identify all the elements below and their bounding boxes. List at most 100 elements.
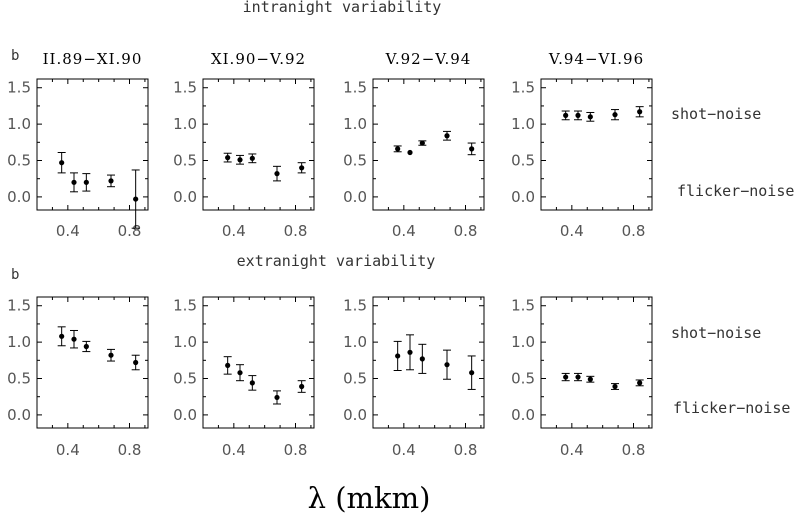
data-point	[637, 380, 643, 386]
y-tick-label: 0.0	[511, 406, 535, 424]
data-point	[637, 109, 643, 115]
y-tick-label: 1.5	[511, 79, 535, 97]
data-point	[395, 353, 401, 359]
x-tick-label: 0.4	[392, 222, 416, 240]
y-tick-label: 0.0	[343, 188, 367, 206]
data-point	[395, 146, 401, 152]
panel-frame	[372, 78, 485, 211]
panel-intranight-2: XI.90−V.92 0.0 0.5 1.0 1.5 0.4 0.8	[173, 50, 315, 240]
panel-intranight-4: V.94−VI.96 0.0 0.5 1.0 1.5 0.4 0.8	[511, 50, 653, 240]
row-label-extranight: b	[11, 267, 19, 283]
x-tick-label: 0.8	[118, 222, 142, 240]
row-title-extranight: extranight variability	[237, 252, 436, 270]
panel-frame	[540, 78, 653, 211]
data-point	[274, 171, 280, 177]
panel-frame	[202, 296, 315, 429]
data-point	[83, 343, 89, 350]
x-tick-label: 0.4	[222, 222, 246, 240]
y-tick-label: 1.5	[511, 297, 535, 315]
panel-frame	[202, 78, 315, 211]
data-point	[563, 112, 569, 118]
panel-frame	[36, 78, 149, 211]
data-point	[419, 356, 425, 362]
panel-frame	[372, 296, 485, 429]
data-point	[444, 362, 450, 368]
data-point	[108, 352, 114, 358]
row-label-intranight: b	[11, 48, 19, 64]
panel-title: II.89−XI.90	[43, 50, 143, 68]
y-tick-label: 0.0	[343, 406, 367, 424]
y-tick-label: 0.5	[173, 152, 197, 170]
x-tick-label: 0.8	[284, 441, 308, 459]
panel-frame	[540, 296, 653, 429]
data-point	[563, 374, 569, 380]
y-tick-label: 1.0	[343, 115, 367, 133]
side-label-shot-noise-bottom: shot−noise	[671, 324, 761, 342]
side-label-shot-noise-top: shot−noise	[671, 105, 761, 123]
x-tick-label: 0.8	[454, 222, 478, 240]
side-label-flicker-noise-bottom: flicker−noise	[673, 399, 790, 417]
y-tick-label: 0.5	[7, 152, 31, 170]
data-point	[71, 179, 77, 185]
x-tick-label: 0.4	[560, 441, 584, 459]
x-tick-label: 0.4	[56, 222, 80, 240]
y-tick-label: 0.0	[173, 406, 197, 424]
side-label-flicker-noise-top: flicker−noise	[677, 182, 794, 200]
data-point	[575, 374, 581, 380]
data-point	[444, 133, 450, 139]
panel-frame	[36, 296, 149, 429]
panel-intranight-1: II.89−XI.90 0.0 0.5 1.0 1.5 0.4 0.8	[7, 50, 149, 240]
y-tick-label: 1.0	[7, 333, 31, 351]
data-point	[133, 196, 139, 202]
data-point	[83, 179, 89, 185]
data-point	[612, 112, 618, 118]
data-point	[237, 157, 243, 163]
y-tick-label: 1.5	[7, 297, 31, 315]
y-tick-label: 0.0	[7, 406, 31, 424]
data-point	[299, 165, 305, 171]
data-point	[469, 146, 475, 152]
data-point	[407, 149, 413, 156]
x-tick-label: 0.4	[560, 222, 584, 240]
y-tick-label: 1.0	[343, 333, 367, 351]
y-tick-label: 1.5	[173, 79, 197, 97]
panel-intranight-3: V.92−V.94 0.0 0.5 1.0 1.5 0.4 0.8	[343, 50, 485, 240]
y-tick-label: 1.5	[173, 297, 197, 315]
y-tick-label: 1.0	[173, 333, 197, 351]
x-tick-label: 0.8	[118, 441, 142, 459]
panel-extranight-1: 0.0 0.5 1.0 1.5 0.4 0.8	[7, 296, 149, 459]
data-point	[237, 370, 243, 376]
data-point	[71, 336, 77, 342]
data-point	[108, 178, 114, 184]
panel-title: V.94−VI.96	[548, 50, 644, 68]
y-tick-label: 0.0	[7, 188, 31, 206]
panel-extranight-2: 0.0 0.5 1.0 1.5 0.4 0.8	[173, 296, 315, 459]
panel-extranight-4: 0.0 0.5 1.0 1.5 0.4 0.8	[511, 296, 653, 459]
y-tick-label: 1.0	[7, 115, 31, 133]
y-tick-label: 1.5	[343, 297, 367, 315]
x-tick-label: 0.8	[622, 222, 646, 240]
y-tick-label: 0.0	[173, 188, 197, 206]
y-tick-label: 1.5	[343, 79, 367, 97]
data-point	[299, 383, 305, 390]
data-point	[133, 359, 139, 366]
data-point	[59, 333, 65, 339]
y-tick-label: 1.0	[173, 115, 197, 133]
data-point	[225, 155, 231, 161]
data-point	[587, 114, 593, 120]
y-tick-label: 0.5	[511, 152, 535, 170]
data-point	[59, 160, 65, 166]
x-tick-label: 0.8	[622, 441, 646, 459]
y-tick-label: 0.0	[511, 188, 535, 206]
y-tick-label: 1.0	[511, 333, 535, 351]
data-point	[575, 112, 581, 118]
row-title-intranight: intranight variability	[243, 0, 442, 16]
y-tick-label: 0.5	[173, 370, 197, 388]
y-tick-label: 0.5	[343, 370, 367, 388]
panel-extranight-3: 0.0 0.5 1.0 1.5 0.4 0.8	[343, 296, 485, 459]
data-point	[249, 155, 255, 161]
data-point	[249, 380, 255, 386]
panel-grid: II.89−XI.90 0.0 0.5 1.0 1.5 0.4 0.8 XI.90−V.92 0…	[7, 50, 653, 459]
data-point	[274, 394, 280, 401]
